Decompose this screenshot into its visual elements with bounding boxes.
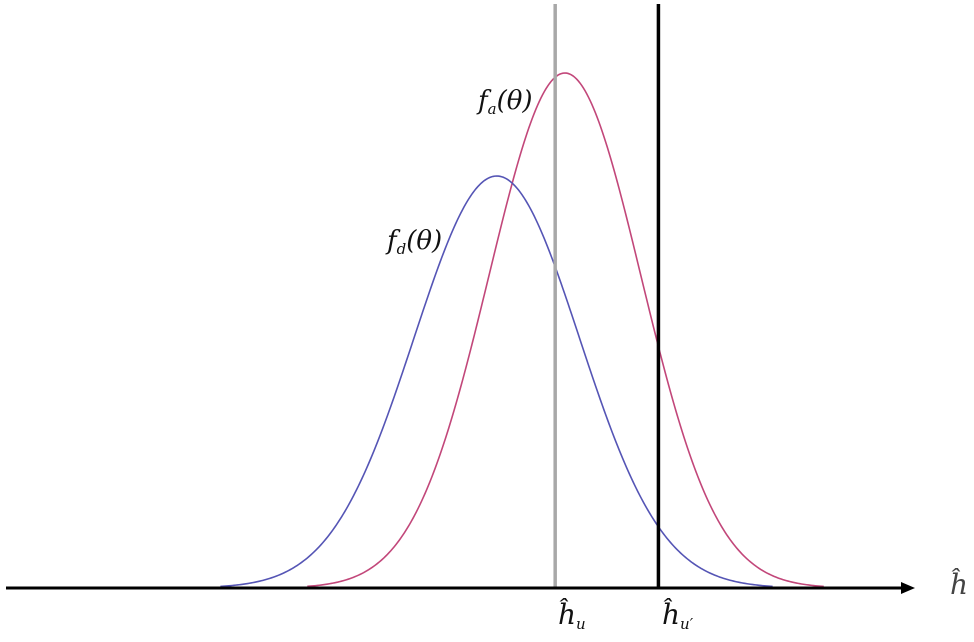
density-curve-a bbox=[307, 72, 824, 588]
axis-arrowhead bbox=[901, 582, 915, 594]
curve-label-d: fd(θ) bbox=[387, 226, 443, 258]
threshold-label-u: ĥu bbox=[558, 598, 586, 633]
density-curve-d bbox=[220, 175, 773, 588]
threshold-label-u-prime: ĥu′ bbox=[662, 598, 694, 633]
axis-label: ĥ bbox=[950, 568, 969, 601]
curve-label-a: fa(θ) bbox=[478, 86, 533, 118]
